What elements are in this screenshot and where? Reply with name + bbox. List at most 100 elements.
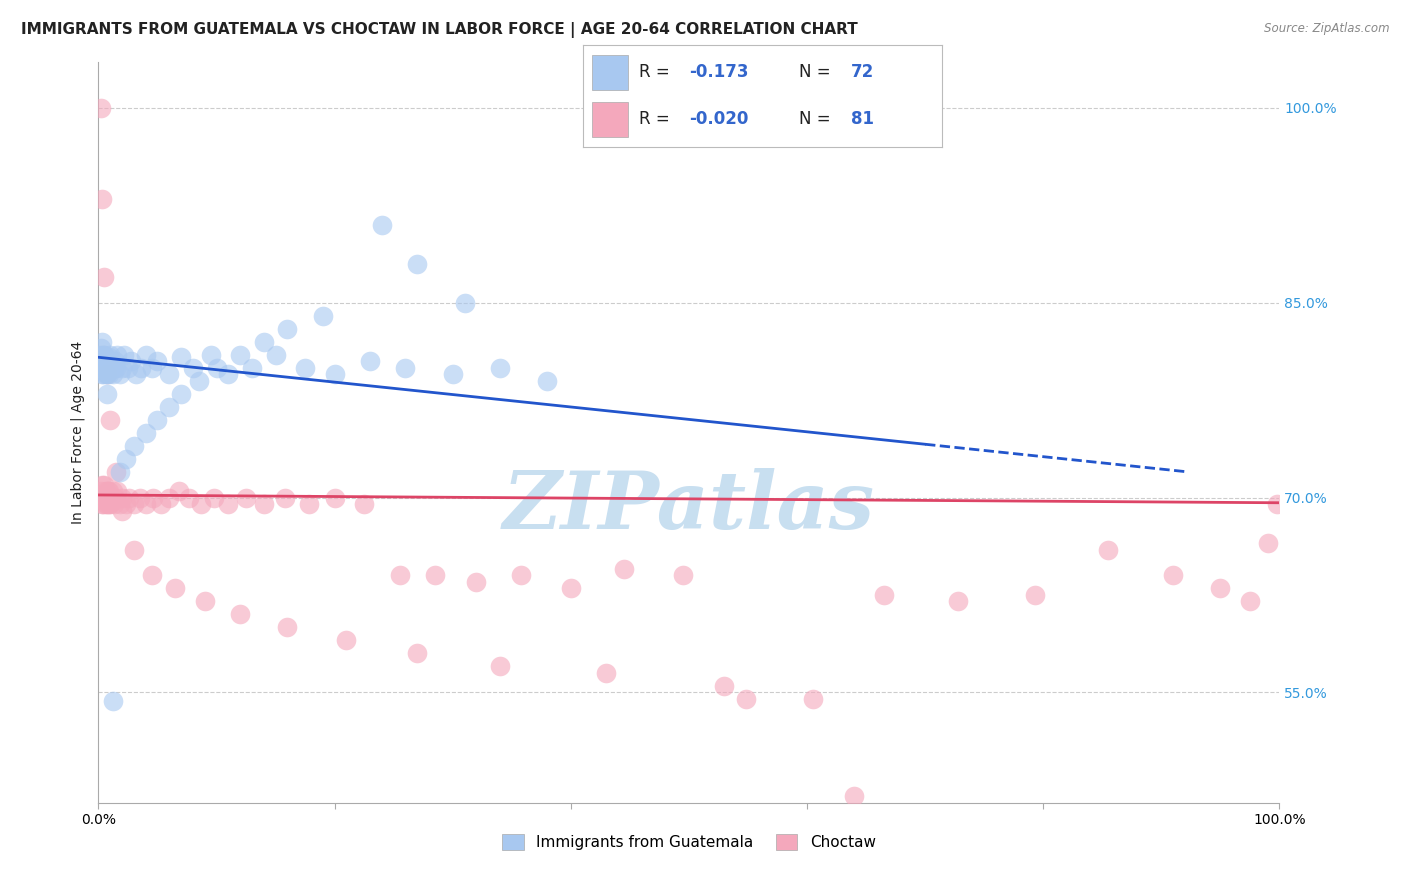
Point bbox=[240, 360, 263, 375]
Point bbox=[844, 789, 866, 804]
Point bbox=[93, 477, 115, 491]
Point bbox=[672, 568, 695, 582]
Point bbox=[948, 594, 970, 608]
Point bbox=[613, 562, 636, 576]
Point bbox=[122, 542, 145, 557]
Point bbox=[205, 360, 228, 375]
Point bbox=[170, 386, 193, 401]
Point bbox=[423, 568, 446, 582]
Point bbox=[229, 607, 252, 622]
Point bbox=[323, 367, 346, 381]
Text: R =: R = bbox=[640, 63, 669, 81]
Text: 81: 81 bbox=[851, 111, 873, 128]
Point bbox=[98, 348, 121, 362]
Y-axis label: In Labor Force | Age 20-64: In Labor Force | Age 20-64 bbox=[70, 341, 86, 524]
Point bbox=[187, 374, 209, 388]
Point bbox=[105, 360, 128, 375]
Point bbox=[141, 360, 163, 375]
Point bbox=[595, 665, 617, 680]
Point bbox=[560, 582, 582, 596]
Point bbox=[734, 692, 756, 706]
Point bbox=[111, 491, 134, 505]
Point bbox=[100, 491, 122, 505]
Text: ZIPatlas: ZIPatlas bbox=[503, 468, 875, 545]
Point bbox=[105, 465, 128, 479]
Text: R =: R = bbox=[640, 111, 669, 128]
Point bbox=[89, 348, 111, 362]
Point bbox=[111, 503, 134, 517]
Point bbox=[146, 354, 169, 368]
Point bbox=[105, 484, 128, 499]
Point bbox=[93, 360, 115, 375]
Point bbox=[190, 497, 212, 511]
Point bbox=[229, 348, 252, 362]
Text: N =: N = bbox=[799, 111, 830, 128]
Point bbox=[97, 491, 120, 505]
Point bbox=[93, 491, 115, 505]
Point bbox=[117, 360, 139, 375]
Point bbox=[98, 491, 121, 505]
Point bbox=[121, 354, 143, 368]
Point bbox=[167, 484, 190, 499]
Text: Source: ZipAtlas.com: Source: ZipAtlas.com bbox=[1264, 22, 1389, 36]
Point bbox=[96, 497, 118, 511]
Point bbox=[235, 491, 257, 505]
Point bbox=[170, 351, 193, 365]
Point bbox=[359, 354, 381, 368]
Point bbox=[96, 386, 118, 401]
Point bbox=[465, 574, 488, 589]
Point bbox=[100, 360, 122, 375]
Point bbox=[104, 491, 127, 505]
Point bbox=[142, 491, 165, 505]
Point bbox=[103, 497, 125, 511]
Point bbox=[146, 412, 169, 426]
Point bbox=[93, 269, 115, 284]
Point bbox=[489, 659, 512, 673]
Point bbox=[89, 360, 111, 375]
Text: -0.173: -0.173 bbox=[689, 63, 749, 81]
Point bbox=[108, 465, 131, 479]
Point bbox=[713, 679, 735, 693]
Point bbox=[135, 425, 157, 440]
Point bbox=[91, 497, 114, 511]
Point bbox=[406, 647, 429, 661]
Point bbox=[111, 360, 134, 375]
Point bbox=[90, 101, 112, 115]
Point bbox=[98, 497, 121, 511]
Point bbox=[294, 360, 316, 375]
Point bbox=[194, 594, 217, 608]
Point bbox=[298, 497, 321, 511]
Point bbox=[91, 367, 114, 381]
Point bbox=[453, 295, 475, 310]
Point bbox=[96, 367, 118, 381]
Point bbox=[98, 360, 121, 375]
Point bbox=[91, 477, 114, 491]
Point bbox=[91, 497, 114, 511]
Point bbox=[101, 484, 124, 499]
Point bbox=[128, 491, 150, 505]
Text: IMMIGRANTS FROM GUATEMALA VS CHOCTAW IN LABOR FORCE | AGE 20-64 CORRELATION CHAR: IMMIGRANTS FROM GUATEMALA VS CHOCTAW IN … bbox=[21, 22, 858, 38]
Point bbox=[101, 367, 124, 381]
Point bbox=[1024, 588, 1046, 602]
Point bbox=[200, 348, 222, 362]
Point bbox=[91, 192, 114, 206]
Point bbox=[97, 360, 120, 375]
Point bbox=[335, 633, 357, 648]
Point bbox=[108, 497, 131, 511]
Text: -0.020: -0.020 bbox=[689, 111, 748, 128]
Point bbox=[406, 257, 429, 271]
Point bbox=[91, 367, 114, 381]
Point bbox=[94, 367, 117, 381]
Point bbox=[105, 348, 128, 362]
Point bbox=[264, 348, 287, 362]
Point bbox=[125, 367, 148, 381]
Text: 72: 72 bbox=[851, 63, 875, 81]
Point bbox=[97, 354, 120, 368]
Point bbox=[98, 497, 121, 511]
Text: N =: N = bbox=[799, 63, 830, 81]
Point bbox=[94, 497, 117, 511]
Point bbox=[510, 568, 533, 582]
Point bbox=[93, 360, 115, 375]
Point bbox=[91, 348, 114, 362]
Point bbox=[179, 491, 201, 505]
